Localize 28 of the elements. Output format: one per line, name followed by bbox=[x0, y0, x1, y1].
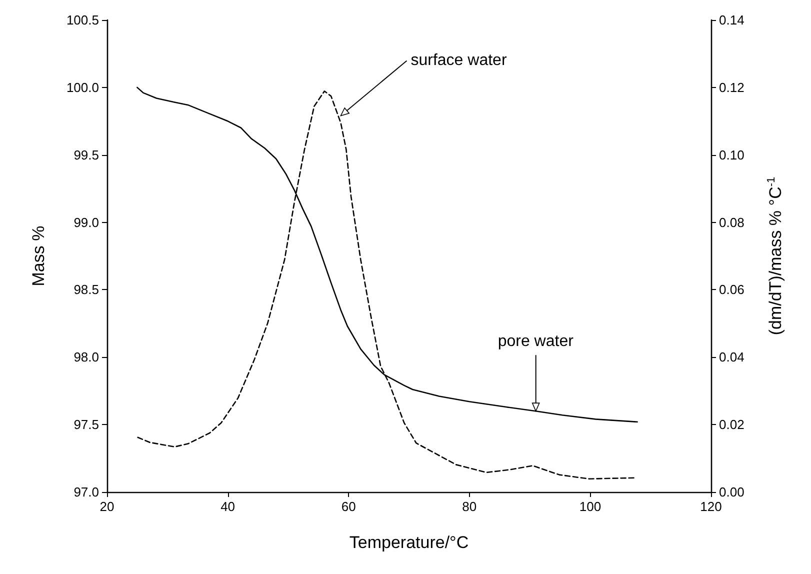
y2-tick-label: 0.02 bbox=[719, 417, 744, 432]
y2-tick-label: 0.14 bbox=[719, 12, 744, 28]
x-tick-label: 120 bbox=[700, 499, 722, 514]
y-tick-label: 98.5 bbox=[74, 282, 99, 298]
y-tick-label: 98.0 bbox=[74, 350, 99, 365]
y-tick-label: 100.0 bbox=[66, 80, 99, 95]
x-tick-label: 80 bbox=[462, 499, 477, 514]
x-axis-title: Temperature/°C bbox=[349, 533, 469, 552]
y-tick-label: 97.0 bbox=[74, 484, 99, 500]
annotation: surface water bbox=[410, 52, 507, 70]
y2-tick-label: 0.10 bbox=[719, 147, 744, 162]
y2-tick-label: 0.08 bbox=[719, 214, 744, 230]
y2-axis-title: (dm/dT)/mass % °C-1 bbox=[766, 176, 785, 336]
y2-tick-label: 0.12 bbox=[719, 80, 744, 95]
x-tick-label: 60 bbox=[341, 499, 356, 514]
annotation: pore water bbox=[498, 333, 574, 352]
x-tick-label: 40 bbox=[220, 499, 236, 514]
x-tick-label: 20 bbox=[100, 499, 114, 514]
line-series bbox=[137, 90, 636, 480]
y-tick-label: 99.5 bbox=[74, 147, 99, 162]
y-tick-label: 100.5 bbox=[66, 12, 99, 28]
y2-tick-label: 0.04 bbox=[719, 350, 744, 365]
y-axis-title: Mass % bbox=[29, 226, 48, 286]
x-tick-label: 100 bbox=[579, 499, 602, 514]
y2-tick-label: 0.06 bbox=[719, 282, 744, 298]
y-tick-label: 97.5 bbox=[74, 417, 99, 432]
y2-tick-label: 0.00 bbox=[719, 484, 744, 500]
y-tick-label: 99.0 bbox=[74, 214, 99, 230]
